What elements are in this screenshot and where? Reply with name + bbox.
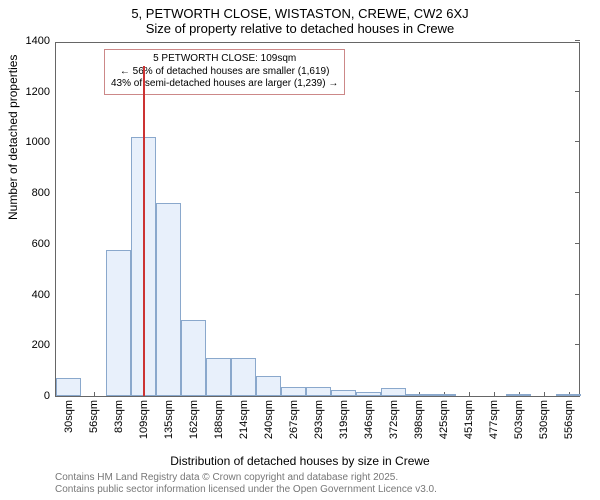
histogram-bar — [106, 250, 131, 396]
histogram-bar — [381, 388, 406, 396]
x-tick-label: 556sqm — [563, 396, 575, 439]
histogram-bar — [281, 387, 306, 396]
footer-line-2: Contains public sector information licen… — [55, 484, 437, 496]
y-tick-label: 600 — [32, 238, 56, 250]
annotation-line-1: 5 PETWORTH CLOSE: 109sqm — [111, 53, 338, 66]
histogram-bar — [331, 390, 356, 396]
histogram-bar — [506, 394, 531, 396]
y-tick-mark — [575, 294, 580, 295]
chart-title-sub: Size of property relative to detached ho… — [0, 21, 600, 40]
histogram-bar — [181, 320, 206, 396]
x-tick-label: 425sqm — [438, 396, 450, 439]
x-tick-label: 83sqm — [113, 396, 125, 433]
histogram-bar — [206, 358, 231, 396]
x-tick-label: 530sqm — [538, 396, 550, 439]
x-tick-mark — [544, 392, 545, 397]
histogram-bar — [56, 378, 81, 396]
property-marker-line — [143, 66, 145, 396]
x-tick-mark — [94, 392, 95, 397]
y-tick-mark — [575, 344, 580, 345]
x-tick-label: 30sqm — [63, 396, 75, 433]
y-tick-mark — [575, 192, 580, 193]
histogram-bar — [231, 358, 256, 396]
x-tick-label: 398sqm — [413, 396, 425, 439]
x-tick-label: 477sqm — [488, 396, 500, 439]
y-tick-mark — [575, 40, 580, 41]
histogram-bar — [406, 394, 431, 396]
y-tick-label: 0 — [44, 390, 56, 402]
x-tick-label: 109sqm — [138, 396, 150, 439]
x-tick-label: 503sqm — [513, 396, 525, 439]
y-axis-label: Number of detached properties — [6, 55, 20, 220]
x-tick-label: 162sqm — [188, 396, 200, 439]
y-tick-label: 1400 — [26, 35, 56, 47]
histogram-bar — [431, 394, 456, 396]
x-tick-label: 267sqm — [288, 396, 300, 439]
histogram-bar — [156, 203, 181, 396]
y-tick-label: 800 — [32, 187, 56, 199]
y-tick-label: 1000 — [26, 136, 56, 148]
x-tick-label: 451sqm — [463, 396, 475, 439]
y-tick-label: 400 — [32, 289, 56, 301]
x-tick-label: 188sqm — [213, 396, 225, 439]
plot-area: 5 PETWORTH CLOSE: 109sqm ← 56% of detach… — [55, 42, 580, 397]
x-tick-label: 293sqm — [313, 396, 325, 439]
y-tick-mark — [575, 91, 580, 92]
x-tick-mark — [469, 392, 470, 397]
histogram-bar — [356, 392, 381, 396]
y-tick-label: 200 — [32, 339, 56, 351]
annotation-line-2: ← 56% of detached houses are smaller (1,… — [111, 66, 338, 79]
histogram-bar — [556, 394, 581, 396]
x-tick-label: 240sqm — [263, 396, 275, 439]
histogram-bar — [256, 376, 281, 396]
x-tick-mark — [494, 392, 495, 397]
y-tick-mark — [575, 141, 580, 142]
chart-title-main: 5, PETWORTH CLOSE, WISTASTON, CREWE, CW2… — [0, 0, 600, 21]
x-tick-label: 56sqm — [88, 396, 100, 433]
chart-container: 5, PETWORTH CLOSE, WISTASTON, CREWE, CW2… — [0, 0, 600, 500]
x-axis-label: Distribution of detached houses by size … — [0, 454, 600, 468]
y-tick-mark — [575, 243, 580, 244]
footer-attribution: Contains HM Land Registry data © Crown c… — [55, 472, 437, 496]
x-tick-label: 135sqm — [163, 396, 175, 439]
histogram-bar — [306, 387, 331, 396]
x-tick-label: 319sqm — [338, 396, 350, 439]
x-tick-label: 214sqm — [238, 396, 250, 439]
y-tick-label: 1200 — [26, 86, 56, 98]
footer-line-1: Contains HM Land Registry data © Crown c… — [55, 472, 437, 484]
annotation-box: 5 PETWORTH CLOSE: 109sqm ← 56% of detach… — [104, 49, 345, 95]
annotation-line-3: 43% of semi-detached houses are larger (… — [111, 78, 338, 91]
x-tick-label: 372sqm — [388, 396, 400, 439]
x-tick-label: 346sqm — [363, 396, 375, 439]
